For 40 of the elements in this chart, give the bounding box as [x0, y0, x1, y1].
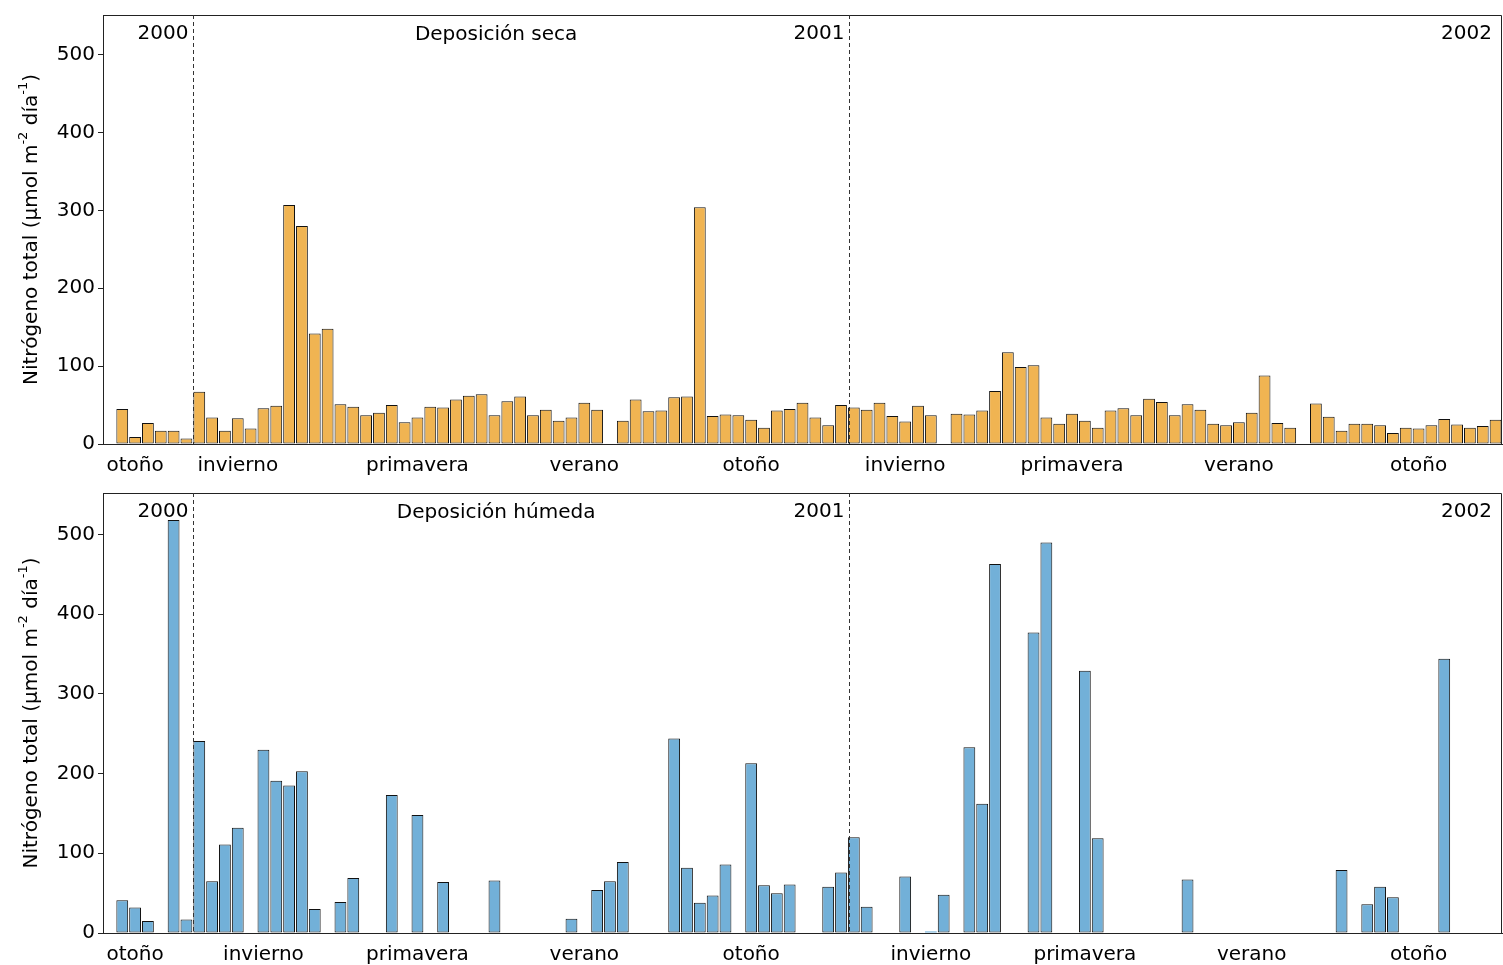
- chart-title: Deposición seca: [414, 21, 578, 46]
- y-axis-title: Nitrógeno total (µmol m-2 día-1): [15, 557, 43, 869]
- x-tick-label: verano: [549, 941, 620, 965]
- x-tick-label: invierno: [223, 941, 304, 965]
- y-axis-title: Nitrógeno total (µmol m-2 día-1): [15, 74, 43, 385]
- x-tick-label: otoño: [1389, 941, 1448, 965]
- x-tick-label: primavera: [1033, 941, 1137, 965]
- y-tick-label: 200: [56, 274, 95, 299]
- annotation: 2000: [137, 20, 189, 45]
- chart-title: Deposición húmeda: [396, 499, 596, 524]
- x-tick-label: invierno: [197, 452, 279, 477]
- x-tick-label: verano: [1204, 452, 1274, 477]
- y-tick-label: 400: [56, 600, 95, 625]
- y-tick-label: 100: [56, 352, 95, 377]
- x-tick-label: primavera: [1020, 452, 1124, 477]
- x-tick-label: otoño: [106, 941, 164, 965]
- y-tick-label: 0: [82, 430, 95, 455]
- y-tick-label: 300: [56, 680, 95, 705]
- y-tick-label: 0: [82, 919, 95, 944]
- annotation: 2002: [1441, 498, 1493, 523]
- y-tick-label: 100: [56, 839, 95, 864]
- x-tick-label: verano: [1216, 941, 1287, 965]
- y-tick-label: 400: [56, 118, 95, 143]
- x-tick-label: primavera: [366, 452, 469, 477]
- y-tick-label: 500: [56, 40, 95, 65]
- x-tick-label: otoño: [106, 452, 164, 477]
- x-tick-label: invierno: [890, 941, 972, 965]
- x-tick-label: otoño: [722, 941, 780, 965]
- x-tick-label: otoño: [1389, 452, 1448, 477]
- y-tick-label: 500: [56, 520, 95, 545]
- annotation: 2000: [137, 498, 189, 523]
- y-tick-label: 300: [56, 196, 95, 221]
- x-tick-label: verano: [549, 452, 620, 477]
- x-tick-label: invierno: [864, 452, 946, 477]
- annotation: 2001: [793, 20, 845, 45]
- annotation: 2001: [793, 498, 845, 523]
- y-tick-label: 200: [56, 759, 95, 784]
- x-tick-label: primavera: [366, 941, 469, 965]
- annotation: 2002: [1441, 20, 1493, 45]
- x-tick-label: otoño: [722, 452, 780, 477]
